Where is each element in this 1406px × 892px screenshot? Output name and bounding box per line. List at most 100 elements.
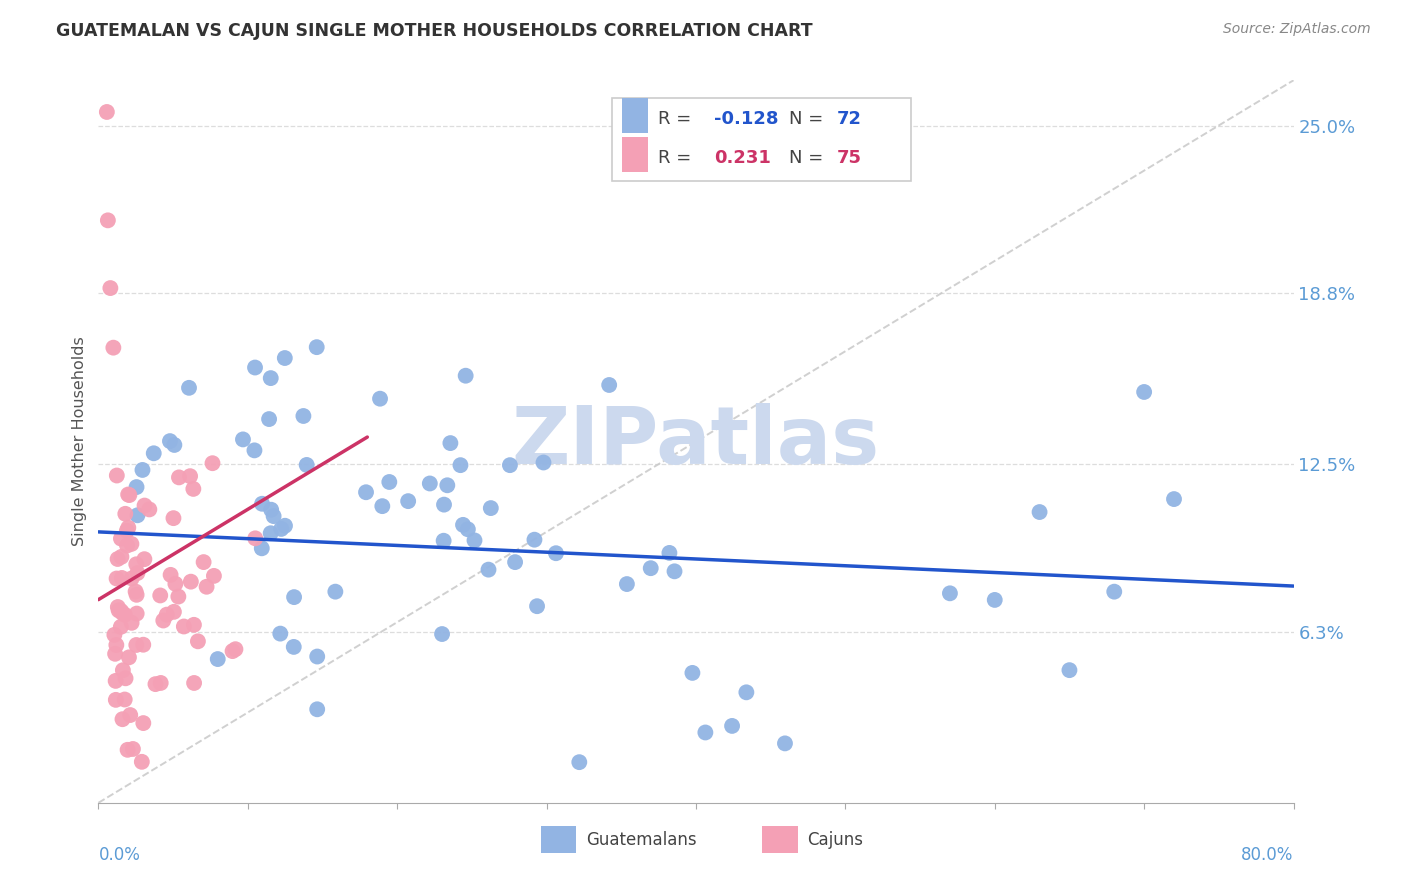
Point [195,580,218,594]
Text: N =: N = [789,149,830,167]
Point [125,588,148,602]
Point [457,522,479,536]
Point [167,590,190,604]
Point [114,507,136,521]
Point [115,524,138,538]
Point [114,692,136,706]
Bar [541,826,576,854]
Point [96,105,118,120]
Point [503,555,526,569]
Point [568,755,591,769]
Point [477,563,499,577]
Point [245,532,267,546]
Point [658,546,681,560]
Point [127,566,149,580]
Point [283,590,305,604]
Point [121,615,143,630]
Point [283,640,305,654]
Point [131,463,153,477]
Point [499,458,522,472]
Point [260,502,283,516]
Point [250,541,273,556]
Point [117,521,139,535]
Text: 75: 75 [837,149,862,167]
Point [156,607,179,622]
Point [598,378,620,392]
Point [1104,584,1126,599]
Bar [762,826,797,854]
Point [134,499,156,513]
Point [260,371,283,385]
Point [263,509,285,524]
Point [125,607,148,621]
Point [201,456,224,470]
Point [439,436,461,450]
Point [118,488,141,502]
Point [681,665,703,680]
Text: N =: N = [789,110,830,128]
Point [1163,492,1185,507]
Point [117,743,139,757]
Bar [621,137,648,172]
Point [544,546,567,560]
Point [117,487,139,501]
Text: ZIPatlas: ZIPatlas [512,402,880,481]
Point [127,508,149,523]
Point [419,476,441,491]
Point [433,533,456,548]
Point [454,368,477,383]
Point [221,644,243,658]
Point [533,455,555,469]
Point [145,677,167,691]
Point [1028,505,1050,519]
Point [735,685,758,699]
Point [167,470,190,484]
Point [98,281,122,295]
Point [110,620,132,634]
Text: 72: 72 [837,110,862,128]
Point [159,567,181,582]
Point [207,652,229,666]
Point [152,614,174,628]
Text: 0.231: 0.231 [714,149,770,167]
Point [451,517,474,532]
Point [173,619,195,633]
Point [479,501,502,516]
Point [939,586,962,600]
Point [371,499,394,513]
Point [325,584,347,599]
Point [110,604,132,618]
Point [354,485,377,500]
Point [295,458,318,472]
Point [104,647,127,661]
Point [104,673,127,688]
Point [142,446,165,460]
Point [526,599,548,614]
Point [449,458,471,472]
Point [114,607,136,622]
Point [122,742,145,756]
Point [125,480,148,494]
Point [149,589,172,603]
Point [257,412,280,426]
Point [274,518,297,533]
Point [114,671,136,685]
Point [132,716,155,731]
Point [110,532,132,546]
Point [115,539,138,553]
Point [430,627,453,641]
Point [695,725,717,739]
Point [305,340,328,354]
Point [124,584,146,599]
Point [396,494,419,508]
Point [202,569,225,583]
Point [269,626,291,640]
Point [270,522,292,536]
Point [664,564,686,578]
Text: -0.128: -0.128 [714,110,779,128]
Text: GUATEMALAN VS CAJUN SINGLE MOTHER HOUSEHOLDS CORRELATION CHART: GUATEMALAN VS CAJUN SINGLE MOTHER HOUSEH… [56,22,813,40]
Point [232,433,254,447]
Text: 80.0%: 80.0% [1241,847,1294,864]
Point [103,341,125,355]
Point [111,712,134,726]
